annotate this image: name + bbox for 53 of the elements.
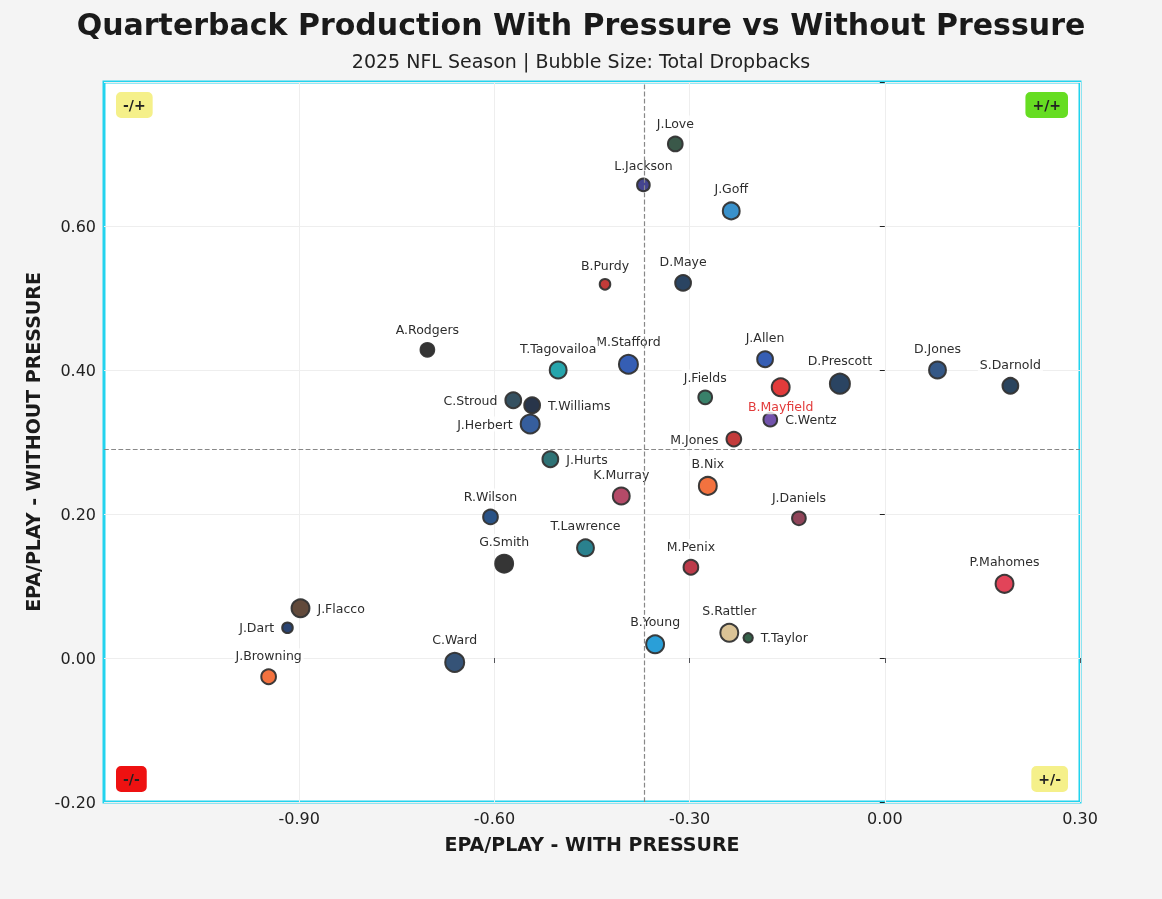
series-label: T.Lawrence bbox=[549, 518, 621, 534]
series-label: J.Hurts bbox=[565, 451, 608, 467]
annotation: -/- bbox=[123, 771, 140, 787]
series-label: M.Penix bbox=[666, 538, 716, 554]
series-label: J.Daniels bbox=[770, 490, 826, 506]
series-label: D.Jones bbox=[913, 340, 962, 356]
series-label: C.Ward bbox=[432, 631, 478, 647]
series-label: D.Prescott bbox=[807, 352, 873, 368]
series-label: C.Stroud bbox=[443, 392, 498, 408]
annotation: +/+ bbox=[1032, 97, 1061, 113]
series-label: J.Allen bbox=[744, 330, 785, 346]
series-label: D.Maye bbox=[659, 254, 707, 270]
series-label: J.Herbert bbox=[456, 416, 513, 432]
y-tick-label: 0.40 bbox=[60, 360, 96, 380]
x-tick-label: 0.00 bbox=[866, 808, 903, 828]
series-label: J.Goff bbox=[713, 181, 749, 197]
x-tick-label: 0.30 bbox=[1062, 808, 1098, 828]
series-label: M.Stafford bbox=[596, 333, 661, 349]
series-label: T.Tagovailoa bbox=[519, 340, 597, 356]
series-label: B.Mayfield bbox=[748, 399, 814, 415]
x-axis-title: EPA/PLAY - WITH PRESSURE bbox=[444, 832, 740, 855]
series-label: S.Rattler bbox=[702, 602, 758, 618]
annotation: -/+ bbox=[123, 97, 146, 113]
y-tick-label: 0.00 bbox=[60, 648, 96, 668]
series-label: B.Young bbox=[630, 614, 681, 630]
series-label: T.Williams bbox=[547, 397, 611, 413]
y-axis-title: EPA/PLAY - WITHOUT PRESSURE bbox=[21, 272, 44, 612]
series-label: J.Dart bbox=[238, 620, 275, 636]
y-tick-label: 0.60 bbox=[60, 216, 96, 236]
chart-subtitle: 2025 NFL Season | Bubble Size: Total Dropbacks bbox=[351, 49, 811, 73]
series-label: T.Taylor bbox=[759, 630, 809, 646]
series-label: S.Darnold bbox=[979, 356, 1041, 372]
annotation: +/- bbox=[1038, 771, 1062, 787]
series-label: J.Fields bbox=[682, 369, 727, 385]
x-tick-label: -0.60 bbox=[473, 808, 516, 828]
series-label: A.Rodgers bbox=[395, 321, 460, 337]
y-tick-label: 0.20 bbox=[60, 504, 96, 524]
y-tick-label: -0.20 bbox=[54, 792, 96, 812]
x-tick-label: -0.90 bbox=[278, 808, 320, 828]
series-label: C.Wentz bbox=[785, 412, 837, 428]
x-tick-label: -0.30 bbox=[668, 808, 711, 828]
series-label: J.Love bbox=[655, 115, 695, 131]
series-label: L.Jackson bbox=[614, 157, 673, 173]
series-label: J.Flacco bbox=[316, 600, 365, 616]
series-label: G.Smith bbox=[479, 533, 530, 549]
series-label: B.Nix bbox=[691, 455, 725, 471]
chart-title: Quarterback Production With Pressure vs Without Pressure bbox=[76, 6, 1086, 42]
series-label: M.Jones bbox=[670, 431, 719, 447]
series-label: R.Wilson bbox=[463, 488, 518, 504]
series-label: P.Mahomes bbox=[969, 553, 1040, 569]
series-label: J.Browning bbox=[234, 648, 302, 664]
series-label: B.Purdy bbox=[580, 258, 630, 274]
series-label: K.Murray bbox=[593, 466, 650, 482]
